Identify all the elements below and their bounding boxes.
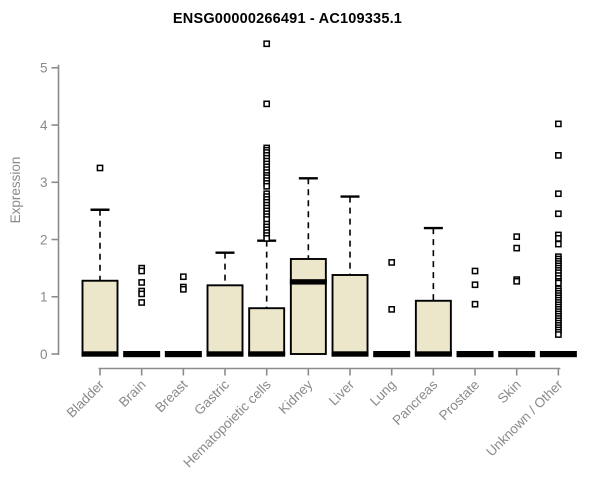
box [331,274,369,355]
outlier-point [555,279,562,287]
chart-title: ENSG00000266491 - AC109335.1 [172,11,403,27]
outlier-point [555,120,562,128]
flat-box [456,351,494,358]
y-tick-label: 2 [40,232,48,247]
x-tick-label: Brain [116,377,149,410]
outlier-point [138,299,146,306]
median-line [248,351,286,357]
median-line [81,351,119,357]
outlier-point [513,233,521,241]
outlier-point [138,279,146,286]
outlier-point [138,267,146,275]
flat-box [539,351,577,358]
y-tick-label: 3 [40,175,48,190]
x-tick-label: Gastric [191,377,232,418]
median-line [289,279,327,285]
flat-box [373,351,411,358]
y-tick-label: 1 [40,290,48,305]
outlier-point [555,235,562,242]
outlier-point [471,281,479,289]
y-tick-label: 5 [40,61,48,76]
x-tick-label: Unknown / Other [483,377,566,460]
outlier-point [96,164,104,172]
outlier-point [513,277,521,285]
x-tick-label: Liver [326,377,358,409]
median-line [331,351,369,357]
median-line [206,351,244,357]
outlier-point [263,182,271,190]
y-tick-label: 4 [40,118,48,133]
x-tick-label: Skin [495,377,524,406]
outlier-point [263,40,271,48]
box [248,307,286,355]
outlier-point [388,259,396,266]
box [206,284,244,355]
box [81,279,119,355]
outlier-point [513,244,521,252]
outlier-point [555,240,562,248]
outlier-point [179,273,187,281]
flat-box [123,351,161,358]
median-line [414,351,452,357]
box [414,299,452,355]
flat-box [498,351,536,358]
x-tick-label: Kidney [276,377,316,417]
outlier-point [263,235,271,242]
outlier-point [555,331,562,338]
box [289,258,327,355]
y-tick-label: 0 [40,347,48,362]
flat-box [164,351,202,358]
x-tick-label: Prostate [436,377,482,423]
outlier-point [555,190,562,198]
x-tick-label: Lung [367,377,399,409]
x-tick-label: Breast [152,377,190,415]
outlier-point [263,100,271,108]
x-tick-label: Pancreas [390,377,441,428]
outlier-point [388,306,396,313]
outlier-point [555,210,562,218]
outlier-point [555,152,562,159]
outlier-point [179,285,187,293]
outlier-point [471,267,479,275]
outlier-point [471,300,479,308]
x-tick-label: Bladder [64,377,108,421]
outlier-point [138,290,146,298]
